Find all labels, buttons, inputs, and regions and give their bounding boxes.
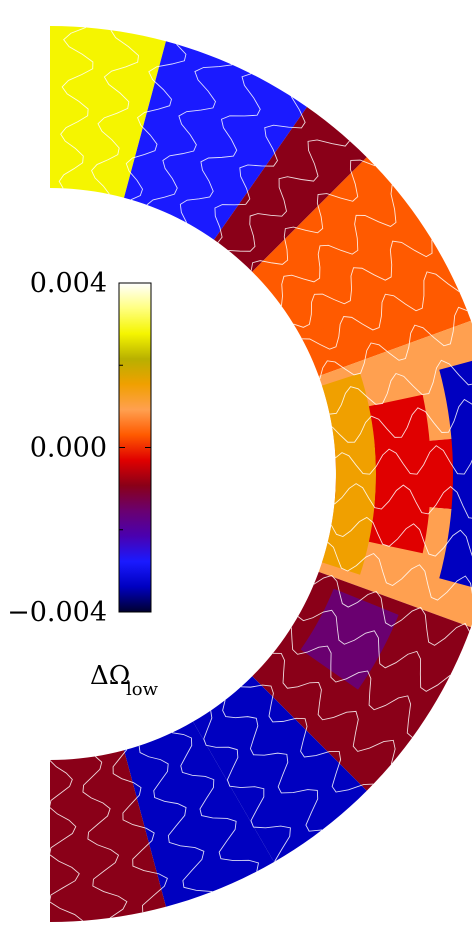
contour-line [297, 609, 451, 692]
shell-region-4 [276, 245, 365, 336]
contour-line [319, 306, 468, 380]
contour-line [203, 710, 291, 862]
shell-region-5 [300, 588, 399, 690]
contour-line [250, 159, 376, 271]
contour-line [125, 43, 187, 201]
contour-line [331, 398, 472, 443]
contour-line [91, 29, 139, 195]
shell-region-2 [439, 360, 472, 588]
colorbar-tick-label: −0.004 [7, 597, 107, 628]
colorbar-label: ΔΩ [90, 661, 130, 691]
shell-region-1 [368, 394, 431, 554]
colorbar-tick-label: 0.000 [30, 433, 107, 464]
shell-band-8 [193, 676, 367, 862]
contour-line [58, 27, 94, 189]
contour-line [171, 732, 260, 872]
contour-line [138, 745, 213, 893]
contour-line [241, 684, 374, 793]
contour-line [327, 541, 472, 601]
contour-line [293, 239, 433, 328]
contour-line [179, 73, 261, 223]
contour-line [146, 64, 233, 206]
contour-line [228, 139, 350, 252]
contour-line [335, 445, 472, 475]
contour-line [214, 96, 306, 243]
colorbar-tick-label: 0.004 [30, 268, 107, 299]
contour-line [334, 483, 472, 519]
shell-region-0 [322, 373, 376, 575]
contour-line [272, 652, 396, 765]
contour-line [329, 359, 472, 415]
colorbar-label-subscript: low [126, 679, 159, 700]
shell-band-1 [124, 41, 307, 240]
contour-line [330, 516, 472, 557]
contour-line [112, 749, 168, 913]
shell-band-10 [50, 750, 166, 922]
shell-band-0 [50, 26, 166, 198]
contour-line [222, 699, 323, 832]
contour-line [290, 627, 413, 738]
contour-line [82, 756, 128, 919]
contour-line [280, 184, 397, 307]
contour-line [302, 271, 460, 350]
contour-line [313, 574, 470, 646]
shell-contour-map [48, 26, 472, 922]
contour-line [48, 759, 84, 922]
shell-band-2 [214, 107, 367, 272]
